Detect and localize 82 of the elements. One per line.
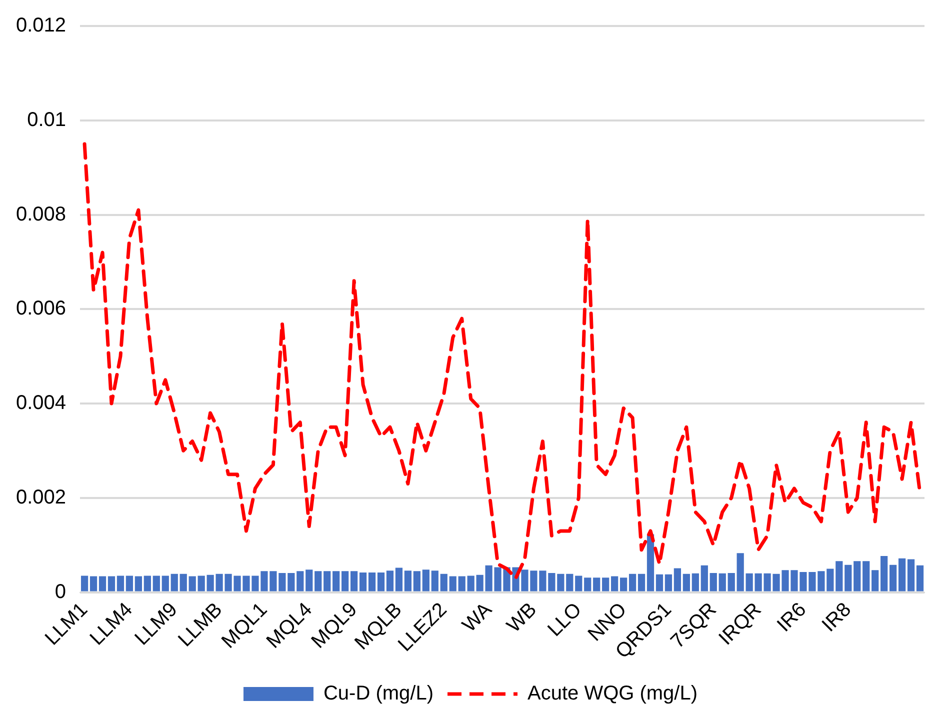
y-tick-label: 0.012: [16, 14, 66, 37]
bar: [718, 573, 726, 592]
x-tick-label: WA: [458, 598, 497, 636]
bar: [646, 534, 654, 592]
bar: [377, 572, 385, 592]
bar: [395, 568, 403, 592]
bar: [80, 576, 88, 592]
bar: [126, 576, 134, 592]
bar: [602, 578, 610, 592]
y-tick-label: 0.006: [16, 298, 66, 320]
bar: [628, 574, 636, 592]
bar: [288, 572, 295, 592]
bar: [324, 571, 331, 592]
bar: [907, 559, 915, 592]
bar: [692, 573, 699, 592]
bar: [700, 565, 708, 592]
bar: [898, 558, 906, 592]
y-tick-label: 0.004: [16, 392, 66, 414]
bar: [449, 576, 456, 592]
bar: [575, 576, 582, 592]
bar: [557, 574, 564, 592]
bar: [413, 571, 420, 592]
bar: [736, 553, 744, 592]
bar: [180, 574, 187, 592]
bar: [862, 561, 870, 592]
bar: [656, 574, 664, 592]
bar: [836, 561, 843, 592]
bar: [710, 572, 717, 592]
bar: [854, 561, 861, 592]
bar: [98, 576, 106, 592]
bar: [620, 578, 628, 592]
y-tick-label: 0.01: [27, 108, 66, 131]
bar: [728, 572, 735, 592]
bar: [296, 571, 304, 592]
x-tick-label: WB: [502, 598, 542, 638]
bar: [664, 574, 672, 592]
bar: [890, 564, 897, 592]
legend-label: Acute WQG (mg/L): [527, 682, 698, 705]
y-tick-label: 0.008: [16, 203, 66, 226]
bar: [359, 572, 367, 592]
bar: [350, 571, 358, 592]
bar: [188, 576, 196, 592]
x-tick-label: IR8: [818, 598, 856, 636]
bar: [332, 571, 340, 592]
bar: [566, 574, 574, 592]
bar: [386, 570, 394, 592]
bar: [144, 576, 151, 592]
bar: [682, 574, 690, 592]
bar: [116, 576, 124, 592]
bar: [314, 571, 322, 592]
legend-label: Cu-D (mg/L): [323, 682, 434, 705]
bar: [440, 574, 448, 592]
bar: [458, 576, 466, 592]
bar: [880, 556, 888, 592]
bar: [638, 574, 646, 592]
y-tick-label: 0.002: [16, 486, 66, 508]
bar: [844, 564, 852, 592]
bar: [674, 568, 682, 592]
x-tick-label: IR6: [773, 598, 811, 636]
bar: [404, 570, 412, 592]
line-series: [82, 142, 922, 580]
bar: [134, 576, 142, 592]
bar: [162, 576, 169, 592]
bar: [872, 570, 879, 592]
bar: [198, 576, 205, 592]
bar: [108, 576, 116, 592]
bar: [90, 576, 98, 592]
bar: [916, 565, 924, 592]
bar: [368, 572, 376, 592]
bar: [170, 574, 178, 592]
bar: [467, 576, 474, 592]
bar: [422, 570, 430, 592]
bar: [306, 570, 313, 592]
bar: [593, 578, 600, 592]
bar: [431, 570, 438, 592]
y-tick-label: 0: [54, 580, 66, 603]
bar: [584, 578, 592, 592]
x-tick-label: LLO: [544, 598, 586, 641]
bar: [826, 568, 834, 592]
bar: [611, 576, 618, 592]
bar: [152, 576, 160, 592]
bar: [342, 571, 349, 592]
